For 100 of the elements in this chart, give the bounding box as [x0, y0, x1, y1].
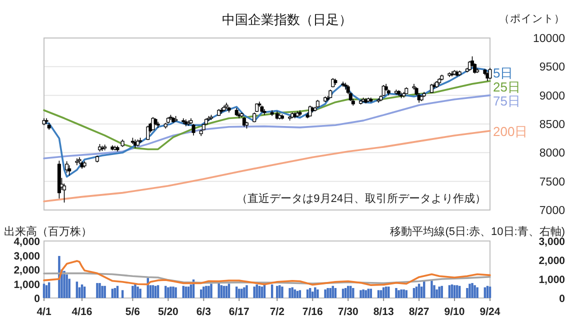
y-tick-label: 9000	[539, 90, 565, 102]
bar	[240, 288, 243, 298]
line-series	[43, 94, 491, 160]
y-axis-title: 出来高（百万株）	[4, 225, 92, 238]
bar	[200, 289, 202, 298]
bar	[98, 283, 101, 298]
bar	[220, 285, 222, 298]
annotation: （直近データは9月24日、取引所データより作成）	[236, 192, 486, 205]
series-label: 5日	[493, 65, 514, 80]
bar	[276, 286, 278, 298]
y-tick-label: 10000	[533, 33, 565, 45]
bar	[436, 289, 438, 298]
bar	[398, 290, 400, 298]
bar	[235, 286, 238, 298]
bar	[433, 285, 436, 298]
bar	[184, 286, 188, 298]
bar	[278, 285, 281, 298]
bar	[256, 284, 258, 298]
x-tick-label: 8/27	[408, 306, 430, 318]
x-tick-label: 4/1	[36, 306, 52, 318]
bar	[281, 286, 284, 298]
y-tick-label: 9500	[539, 62, 565, 74]
bar	[342, 288, 344, 298]
bar	[453, 285, 456, 298]
bar	[385, 286, 388, 298]
bar	[362, 289, 364, 298]
bar	[96, 283, 98, 298]
x-tick-label: 8/13	[373, 306, 394, 318]
y-tick-label: 7000	[539, 205, 565, 217]
bar	[45, 285, 48, 298]
bar	[48, 282, 50, 298]
bar	[405, 290, 408, 298]
bar	[329, 288, 332, 298]
bar	[202, 286, 205, 298]
bar	[174, 287, 177, 298]
bar	[332, 286, 334, 298]
candlestick	[75, 158, 79, 166]
bar	[260, 286, 264, 298]
bar	[228, 284, 230, 298]
y-tick-label: 8000	[539, 148, 565, 160]
bar	[306, 289, 309, 298]
text: 移動平均線(5日:赤、10日:青、右軸)	[390, 225, 565, 238]
bar	[238, 288, 240, 298]
bar	[132, 286, 134, 298]
bar	[116, 286, 119, 298]
bar	[294, 289, 296, 298]
bar	[42, 284, 46, 298]
x-tick-label: 9/24	[480, 306, 500, 318]
bar	[468, 284, 471, 298]
bar	[312, 292, 314, 298]
bar	[440, 286, 443, 298]
bar	[458, 286, 461, 298]
bar	[486, 286, 489, 298]
bar	[450, 284, 454, 298]
bar	[380, 290, 382, 298]
x-tick-label: 7/30	[338, 306, 358, 318]
bar	[448, 285, 451, 298]
bar	[83, 286, 86, 298]
bar	[402, 289, 405, 298]
bar	[471, 283, 474, 298]
bar	[288, 288, 291, 298]
bar	[210, 284, 212, 298]
bar	[134, 284, 136, 298]
candlestick	[156, 121, 160, 128]
x-tick-label: 5/20	[158, 306, 179, 318]
bar	[400, 289, 402, 298]
bar	[152, 285, 154, 298]
bar	[205, 286, 208, 298]
candlestick	[252, 112, 256, 123]
x-tick-label: 9/10	[444, 306, 465, 318]
bar	[182, 286, 184, 298]
bar	[474, 285, 476, 298]
bar	[111, 288, 114, 298]
bar	[350, 286, 352, 298]
bar	[364, 290, 367, 298]
bar	[225, 286, 228, 298]
line-series	[43, 66, 491, 178]
bar	[360, 290, 362, 298]
bar	[156, 285, 160, 298]
bar	[170, 286, 172, 298]
bar	[291, 287, 294, 298]
bar	[114, 288, 116, 298]
y-axis-title: （ポイント）	[499, 13, 565, 25]
bar	[136, 286, 139, 298]
bar	[167, 287, 170, 298]
bar	[367, 288, 370, 298]
candlestick	[192, 124, 196, 136]
x-tick-label: 6/3	[196, 306, 212, 318]
bar	[298, 290, 302, 298]
bar	[370, 288, 372, 298]
bar	[344, 288, 347, 298]
bar	[139, 288, 142, 298]
bar	[456, 285, 458, 298]
x-tick-label: 4/16	[72, 306, 92, 318]
bar	[68, 278, 70, 298]
bar	[430, 279, 433, 298]
bar	[63, 270, 66, 298]
y-tick-label: 2,000	[14, 264, 40, 276]
bar	[388, 286, 390, 298]
bar	[324, 289, 326, 298]
